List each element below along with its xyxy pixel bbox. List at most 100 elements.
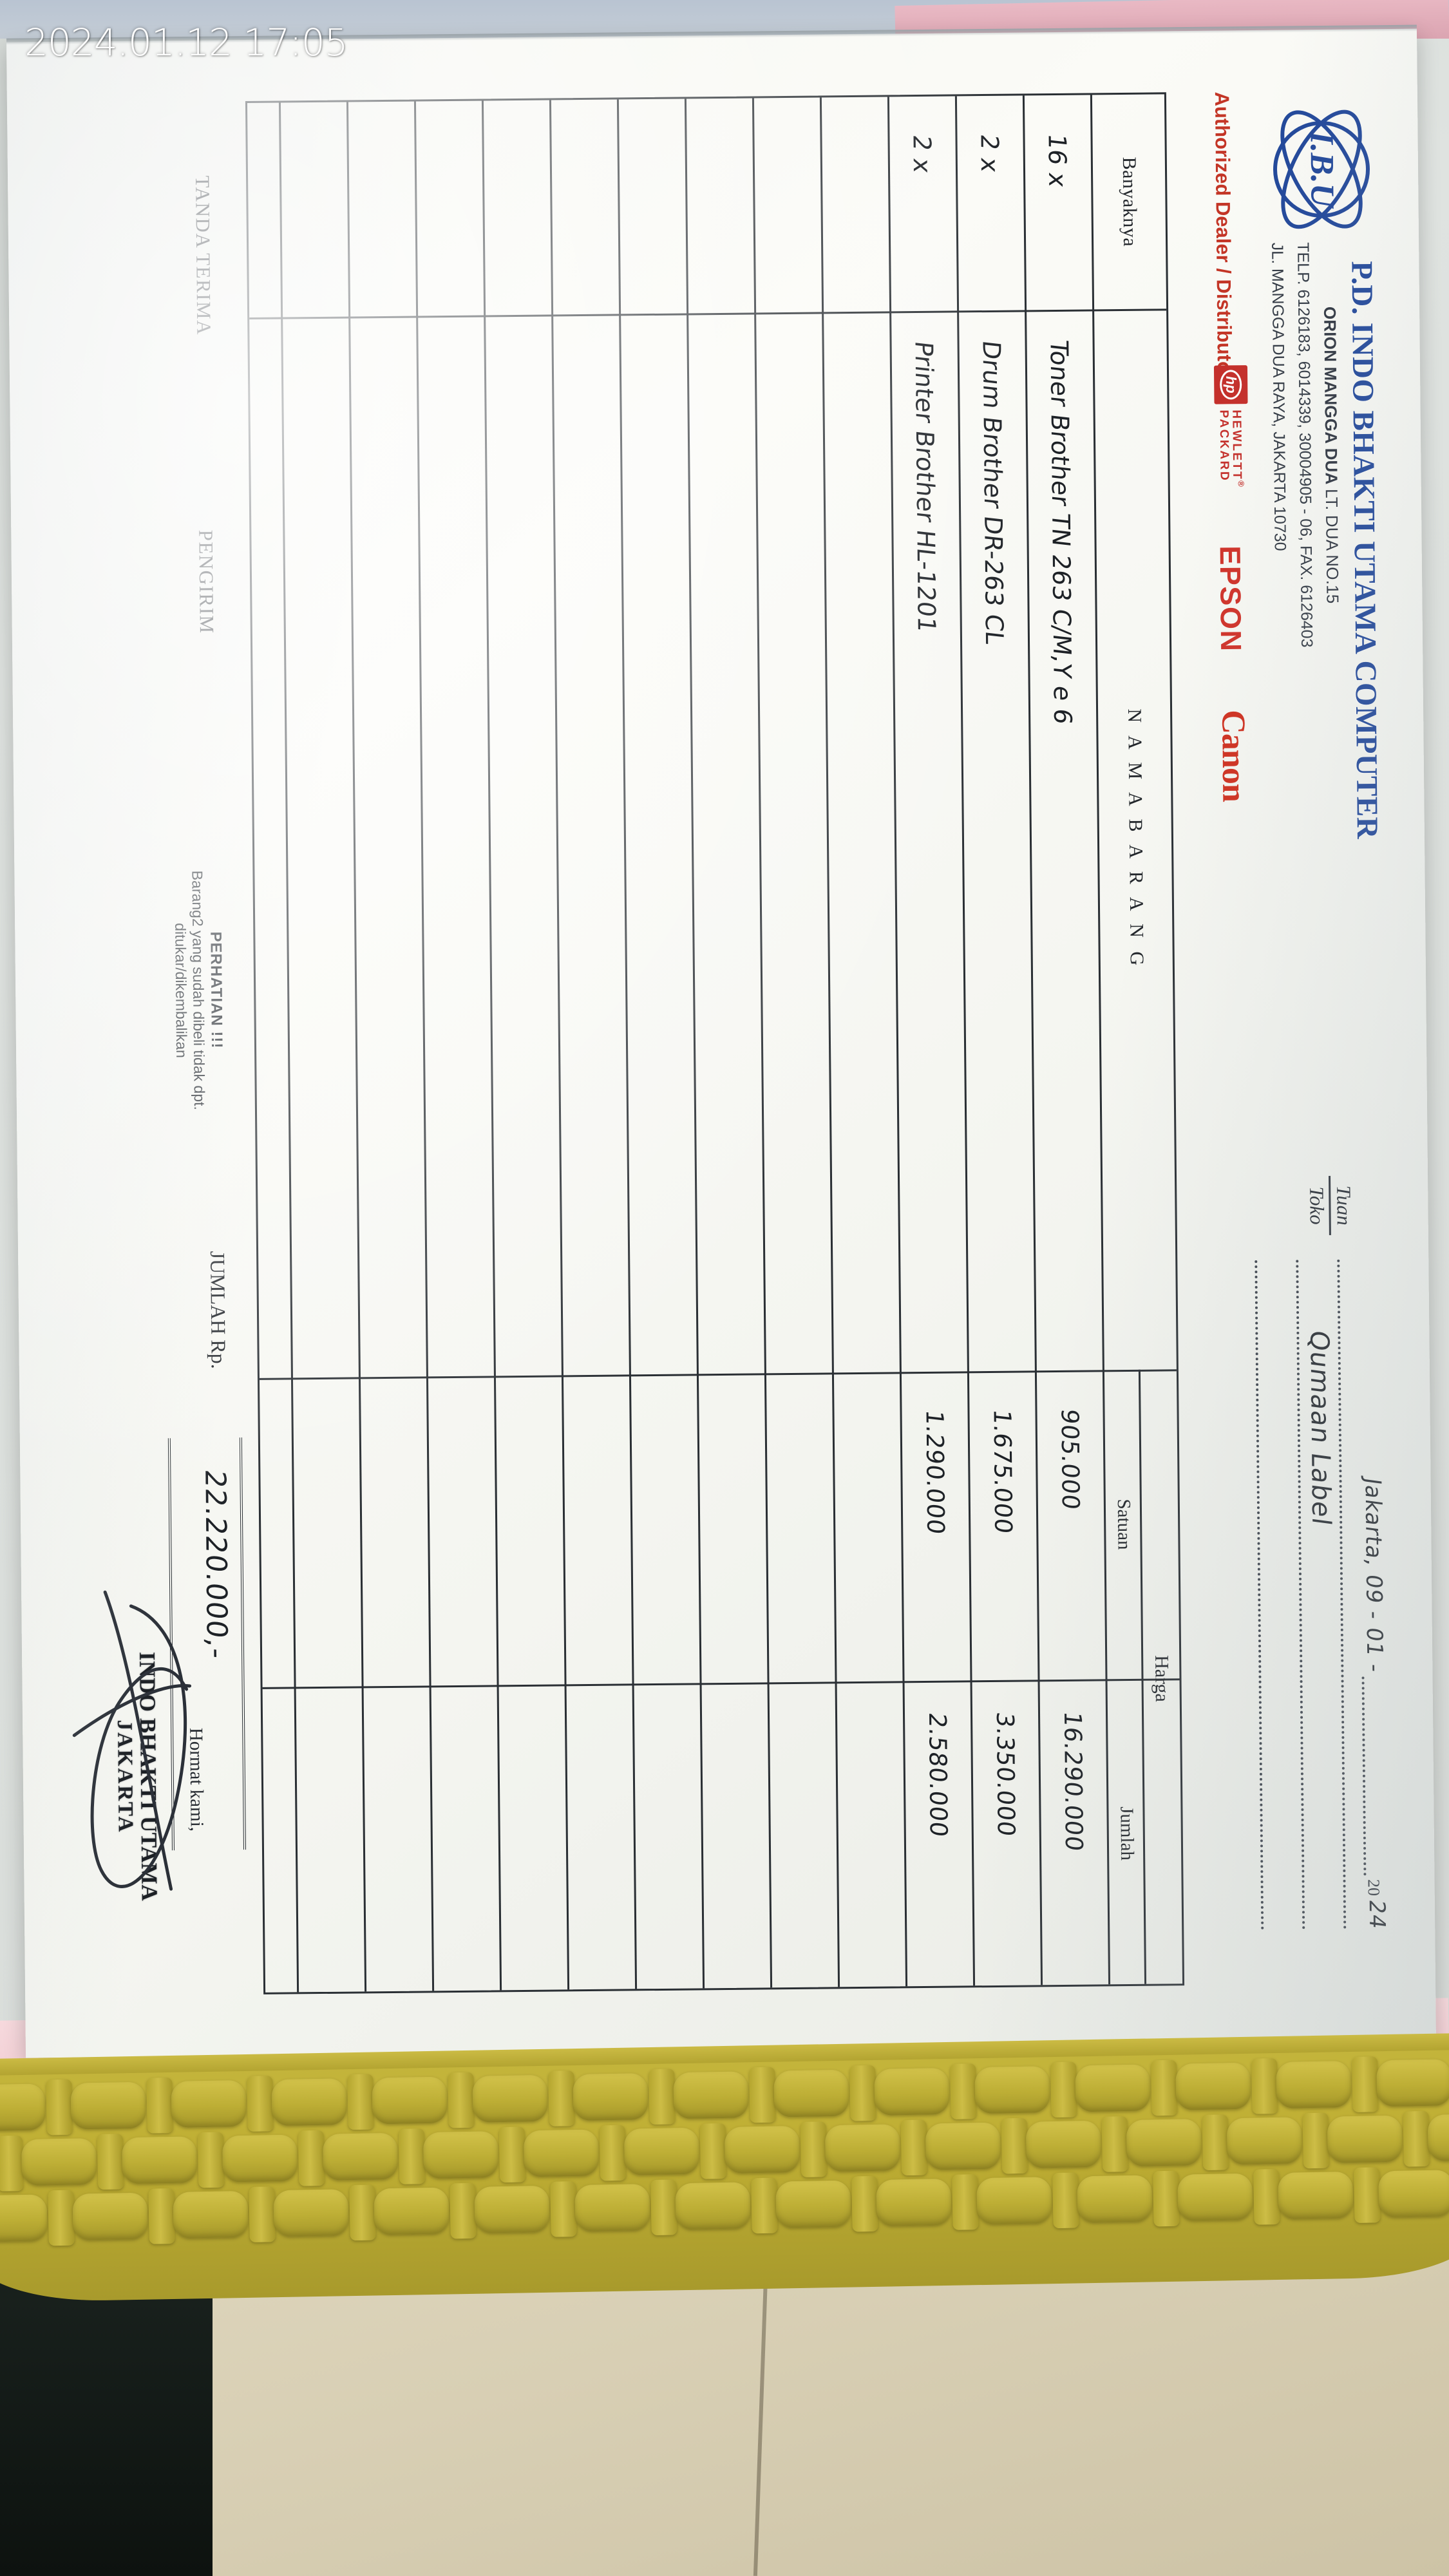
table-row-1-amount: 16.290.000 bbox=[1058, 1710, 1088, 1853]
perhatian-line-1: Barang2 yang sudah dibeli tidak dpt. bbox=[189, 870, 208, 1110]
table-row-3-unit-price: 1.290.000 bbox=[920, 1408, 950, 1537]
basket-weave-cell bbox=[271, 2078, 347, 2126]
basket-weave-bar bbox=[749, 2067, 776, 2123]
basket-weave-cell bbox=[623, 2127, 700, 2175]
basket-weave-cell bbox=[322, 2132, 399, 2181]
basket-weave-bar bbox=[197, 2132, 225, 2188]
address-bold-part: ORION MANGGA DUA bbox=[1320, 306, 1341, 484]
header-satuan: Satuan bbox=[1113, 1499, 1135, 1550]
header-banyaknya: Banyaknya bbox=[1118, 156, 1141, 247]
basket-weave-bar bbox=[1052, 2172, 1079, 2229]
header-fields: Jakarta, 09 - 01 - 20 24 Tuan Toko Qumaa… bbox=[1255, 1137, 1397, 1987]
row-rule-2 bbox=[954, 96, 976, 1986]
basket-weave-bar bbox=[298, 2130, 325, 2186]
basket-weave-cell bbox=[21, 2138, 97, 2186]
basket-weave-cell bbox=[925, 2122, 1001, 2170]
basket-weave-cell bbox=[1177, 2173, 1253, 2221]
basket-weave-cell bbox=[472, 2074, 548, 2123]
basket-weave-cell bbox=[222, 2134, 298, 2183]
company-name: P.D. INDO BHAKTI UTAMA COMPUTER bbox=[1345, 261, 1385, 840]
basket-weave-bar bbox=[249, 2186, 276, 2242]
basket-weave-cell bbox=[374, 2187, 450, 2235]
basket-weave-cell bbox=[876, 2178, 952, 2226]
basket-weave-bar bbox=[498, 2126, 526, 2183]
basket-weave-bar bbox=[699, 2123, 727, 2179]
hp-mark: hp bbox=[1220, 370, 1242, 400]
basket-weave-cell bbox=[976, 2177, 1052, 2225]
basket-weave-cell bbox=[824, 2124, 901, 2172]
tuan-toko-divider bbox=[1329, 1175, 1332, 1235]
basket-weave-bar bbox=[649, 2069, 676, 2125]
perhatian-notice: PERHATIAN !!! Barang2 yang sudah dibeli … bbox=[170, 790, 227, 1190]
epson-logo-icon: EPSON bbox=[1213, 545, 1248, 652]
col-divider-qty bbox=[249, 308, 1167, 319]
basket-weave-bar bbox=[398, 2128, 426, 2184]
basket-weave-cell bbox=[173, 2190, 249, 2239]
basket-weave-bar bbox=[148, 2188, 175, 2244]
stamp-line-1: INDO BHAKTI UTAMA bbox=[135, 1651, 162, 1902]
row-rule-3 bbox=[887, 97, 908, 1987]
basket-weave-cell bbox=[1427, 2113, 1449, 2161]
basket-weave-cell bbox=[574, 2184, 650, 2232]
canon-logo-icon: Canon bbox=[1215, 710, 1253, 802]
toko-label: Toko bbox=[1305, 1186, 1329, 1225]
date-dotted-line bbox=[1361, 1676, 1367, 1876]
basket-weave-bar bbox=[952, 2174, 979, 2230]
table-row-2-unit-price: 1.675.000 bbox=[988, 1408, 1018, 1536]
table-row-2-item: Drum Brother DR-263 CL bbox=[977, 339, 1009, 647]
invoice-paper: I.B.U P.D. INDO BHAKTI UTAMA COMPUTER OR… bbox=[6, 24, 1436, 2058]
company-address-line-1: ORION MANGGA DUA LT. DUA NO.15 bbox=[1320, 307, 1342, 604]
basket-weave-bar bbox=[1352, 2056, 1379, 2112]
basket-weave-bar bbox=[1403, 2110, 1430, 2167]
basket-weave-bar bbox=[247, 2076, 274, 2132]
hormat-kami-label: Hormat kami, bbox=[185, 1727, 207, 1832]
basket-weave-bar bbox=[650, 2179, 677, 2235]
col-divider-unit bbox=[262, 1678, 1180, 1689]
hp-logo-box: hp bbox=[1213, 365, 1248, 404]
basket-weave-cell bbox=[1378, 2170, 1449, 2218]
basket-weave-bar bbox=[1050, 2061, 1077, 2118]
row-rule-6 bbox=[684, 99, 705, 1989]
year-handwritten: 24 bbox=[1363, 1898, 1390, 1931]
date-field: Jakarta, 09 - 01 - 20 24 bbox=[1360, 1477, 1390, 1931]
address-thin-part: LT. DUA NO.15 bbox=[1321, 488, 1343, 604]
basket-weave-cell bbox=[1077, 2175, 1153, 2223]
basket-weave-bar bbox=[550, 2181, 577, 2237]
basket-weave-bar bbox=[800, 2121, 828, 2177]
invoice-document: I.B.U P.D. INDO BHAKTI UTAMA COMPUTER OR… bbox=[6, 29, 1436, 2058]
perhatian-title: PERHATIAN !!! bbox=[207, 931, 226, 1049]
basket-weave-bar bbox=[1202, 2114, 1229, 2171]
basket-weave-bar bbox=[448, 2072, 475, 2128]
basket-weave-cell bbox=[1327, 2115, 1403, 2163]
ibu-logo-icon: I.B.U bbox=[1261, 100, 1381, 240]
basket-weave-bar bbox=[1302, 2112, 1330, 2169]
svg-text:I.B.U: I.B.U bbox=[1303, 130, 1340, 209]
basket-weave-cell bbox=[1075, 2064, 1151, 2112]
company-street-line: JL. MANGGA DUA RAYA, JAKARTA 10730 bbox=[1268, 242, 1289, 551]
row-rule-5 bbox=[752, 98, 773, 1988]
table-row-2-amount: 3.350.000 bbox=[990, 1710, 1020, 1839]
hewlett-packard-logo-icon: hp HEWLETT® PACKARD bbox=[1213, 365, 1249, 487]
basket-weave-cell bbox=[121, 2136, 198, 2184]
row-rule-7 bbox=[616, 99, 638, 1989]
basket-weave-bar bbox=[146, 2077, 173, 2134]
table-row-2-qty: 2 x bbox=[975, 133, 1005, 175]
recipient-dotted-line-1 bbox=[1337, 1259, 1347, 1929]
jumlah-rp-label: JUMLAH Rp. bbox=[206, 1251, 231, 1369]
recipient-label-block: Tuan Toko bbox=[1305, 1175, 1356, 1236]
col-divider-item bbox=[259, 1369, 1177, 1380]
basket-weave-cell bbox=[72, 2192, 148, 2240]
basket-weave-bar bbox=[900, 2119, 928, 2176]
basket-weave-cell bbox=[874, 2067, 950, 2116]
table-row-3-qty: 2 x bbox=[907, 133, 937, 175]
stamp-line-2: JAKARTA bbox=[113, 1719, 137, 1834]
basket-weave-cell bbox=[273, 2189, 349, 2237]
row-rule-1 bbox=[1022, 95, 1043, 1985]
header-harga: Harga bbox=[1151, 1654, 1173, 1703]
basket-weave-bar bbox=[349, 2184, 376, 2241]
basket-weave-bar bbox=[450, 2183, 477, 2239]
row-rule-12 bbox=[278, 102, 299, 1993]
woven-basket-rim bbox=[0, 2032, 1449, 2303]
basket-weave-bar bbox=[548, 2070, 575, 2126]
